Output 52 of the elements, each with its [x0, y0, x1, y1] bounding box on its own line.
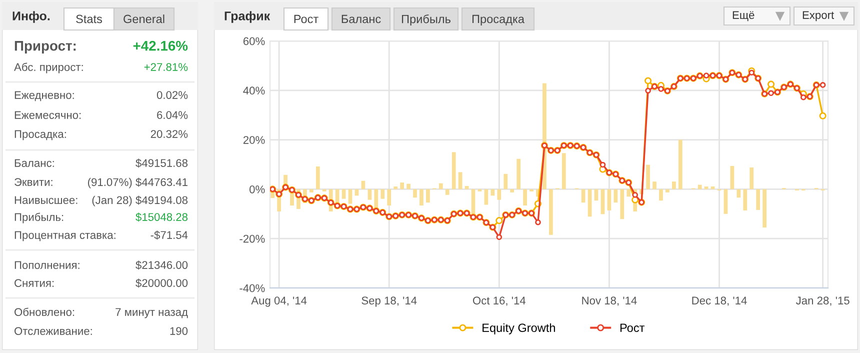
text: Просадка: [472, 14, 524, 26]
y-tick-label: -40%: [240, 284, 265, 292]
y-tick-label: 60%: [243, 37, 265, 46]
legend-label: Рост: [620, 324, 645, 332]
x-tick-label: Sep 18, '14: [362, 296, 417, 307]
chart-title: График: [224, 11, 270, 23]
text: Инфо.: [12, 11, 50, 23]
text: Рост: [294, 14, 318, 24]
text: $21346.00: [136, 260, 188, 270]
text: Ещё: [732, 11, 754, 22]
text: 20.32%: [150, 130, 188, 138]
text: Export: [802, 11, 834, 22]
y-tick-label: -20%: [240, 234, 265, 243]
text: -$71.54: [150, 230, 188, 240]
text: 190: [170, 327, 188, 335]
text: Баланс: [342, 14, 381, 24]
text: Баланс:: [14, 159, 54, 167]
text: General: [124, 14, 164, 24]
text: $15048.28: [136, 212, 188, 222]
text: Эквити:: [14, 178, 52, 186]
text: Отслеживание:: [14, 327, 92, 335]
y-tick-label: 40%: [243, 86, 265, 95]
text: Ежедневно:: [14, 91, 74, 102]
text: Прибыль: [402, 14, 450, 26]
text: Прирост:: [14, 41, 76, 54]
y-tick-label: 0%: [250, 185, 265, 194]
x-tick-label: Nov 18, '14: [582, 296, 637, 306]
x-tick-label: Jan 28, '15: [796, 296, 850, 306]
text: 6.04%: [157, 111, 188, 119]
x-tick-label: Oct 16, '14: [472, 296, 526, 306]
text: +42.16%: [133, 40, 188, 51]
text: Stats: [76, 14, 102, 24]
legend-label: Equity Growth: [482, 323, 555, 334]
text: (Jan 28) $49194.08: [92, 196, 188, 206]
text: Пополнения:: [14, 261, 80, 269]
text: Прибыль:: [14, 212, 64, 224]
text: 0.02%: [156, 91, 188, 99]
text: Наивысшее:: [14, 196, 78, 204]
text: Абс. прирост:: [14, 62, 83, 74]
y-tick-label: 20%: [243, 136, 265, 144]
text: Обновлено:: [14, 308, 74, 316]
text: Просадка:: [14, 130, 66, 140]
text: $49151.68: [136, 158, 188, 168]
text: $20000.00: [136, 278, 188, 288]
text: 7 минут назад: [116, 308, 188, 318]
text: (91.07%) $44763.41: [88, 178, 188, 188]
x-tick-label: Dec 18, '14: [692, 296, 747, 306]
x-tick-label: Aug 04, '14: [251, 296, 307, 307]
text: +27.81%: [144, 63, 188, 71]
text: Ежемесячно:: [14, 111, 81, 119]
text: Процентная ставка:: [14, 231, 116, 242]
text: Снятия:: [14, 279, 54, 287]
